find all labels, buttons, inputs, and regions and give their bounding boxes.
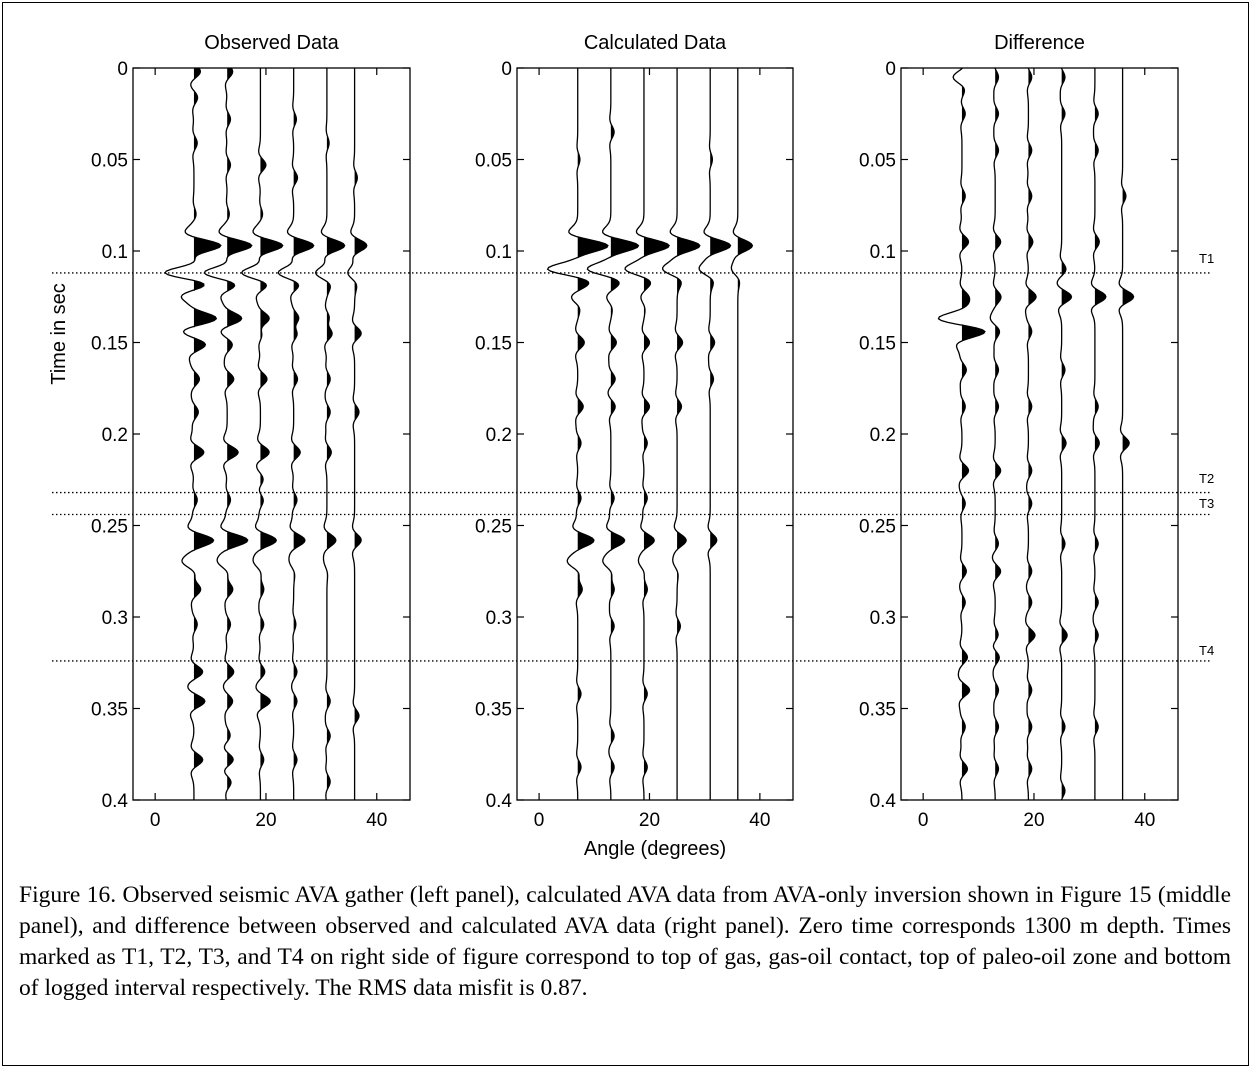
axes-box [900, 67, 1179, 801]
y-tick-label: 0.3 [486, 608, 512, 629]
y-tick-label: 0.2 [870, 425, 896, 446]
trace-fill [710, 68, 731, 800]
y-axis-label: Time in sec [48, 283, 70, 385]
y-tick-label: 0.15 [859, 334, 896, 355]
y-tick-label: 0.05 [91, 151, 128, 172]
trace-fill [737, 68, 753, 800]
trace-line [586, 68, 640, 801]
y-tick-label: 0.15 [475, 334, 512, 355]
trace-line [347, 68, 368, 800]
trace-line [1118, 68, 1135, 800]
trace-fill [293, 68, 314, 800]
panel-1: Observed Data 0 0.05 0.1 0.15 0.2 0.25 0.3 0.35 0… [91, 32, 411, 831]
figure-caption: Figure 16. Observed seismic AVA gather (… [19, 882, 1231, 1001]
panel-3: Difference 0 0.05 0.1 0.15 0.2 0.25 0.3 0.35 0.4 0… [859, 32, 1179, 831]
y-tick-label: 0.25 [859, 517, 896, 538]
x-tick-label: 0 [534, 810, 545, 831]
y-tick-label: 0 [885, 59, 896, 80]
trace-fill [1094, 68, 1106, 800]
x-tick-label: 40 [366, 810, 387, 831]
y-tick-label: 0 [501, 59, 512, 80]
trace-fill [995, 68, 1001, 800]
trace-line [661, 68, 701, 800]
y-tick-label: 0.25 [91, 517, 128, 538]
y-tick-label: 0.2 [486, 425, 512, 446]
panel-title: Calculated Data [584, 32, 727, 54]
x-tick-label: 0 [150, 810, 161, 831]
x-tick-label: 0 [918, 810, 929, 831]
y-tick-label: 0.15 [91, 334, 128, 355]
trace-fill [1028, 68, 1037, 800]
y-tick-label: 0.35 [91, 700, 128, 721]
x-tick-label: 20 [1023, 810, 1044, 831]
trace-line [314, 68, 346, 801]
trace-line [1056, 67, 1073, 801]
trace-line [1090, 68, 1107, 800]
x-tick-label: 20 [255, 810, 276, 831]
trace-fill [354, 68, 367, 800]
trace-fill [610, 68, 639, 800]
y-tick-label: 0.4 [486, 791, 513, 812]
trace-line [203, 67, 253, 801]
y-tick-label: 0.35 [859, 700, 896, 721]
trace-fill [1122, 68, 1134, 800]
trace-fill [227, 68, 252, 800]
x-tick-label: 40 [1134, 810, 1155, 831]
trace-line [730, 68, 754, 800]
marker-label-t2: T2 [1199, 471, 1214, 486]
y-tick-label: 0 [117, 59, 128, 80]
x-tick-label: 40 [749, 810, 770, 831]
trace-line [937, 67, 986, 801]
marker-label-t1: T1 [1199, 251, 1214, 266]
y-tick-label: 0.3 [870, 608, 896, 629]
y-tick-label: 0.4 [870, 791, 897, 812]
y-tick-label: 0.25 [475, 517, 512, 538]
y-tick-label: 0.35 [475, 700, 512, 721]
panel-title: Difference [994, 32, 1085, 54]
x-tick-label: 20 [639, 810, 660, 831]
y-tick-label: 0.3 [102, 608, 128, 629]
trace-fill [577, 68, 608, 800]
trace-fill [643, 68, 670, 800]
trace-line [164, 67, 222, 800]
trace-line [624, 68, 670, 801]
y-tick-label: 0.1 [486, 242, 512, 263]
marker-label-t3: T3 [1199, 496, 1214, 511]
y-tick-label: 0.1 [102, 242, 128, 263]
x-axis-label: Angle (degrees) [584, 838, 726, 860]
panel-title: Observed Data [204, 32, 339, 54]
trace-fill [961, 68, 985, 800]
y-tick-label: 0.4 [102, 791, 129, 812]
trace-line [277, 68, 315, 800]
trace-line [241, 68, 284, 800]
marker-label-t4: T4 [1199, 643, 1214, 658]
trace-line [546, 68, 609, 801]
trace-line [1024, 67, 1037, 801]
axes-box [132, 67, 411, 801]
trace-line [989, 67, 1002, 801]
panel-2: Calculated Data 0 0.05 0.1 0.15 0.2 0.25 0.3 0.3… [475, 32, 794, 831]
y-tick-label: 0.05 [475, 151, 512, 172]
ava-figure: Observed Data 0 0.05 0.1 0.15 0.2 0.25 0.3 0.35 0… [48, 32, 1214, 860]
trace-fill [677, 68, 700, 800]
y-tick-label: 0.1 [870, 242, 896, 263]
trace-fill [260, 68, 283, 800]
axes-box [516, 67, 794, 801]
trace-fill [326, 68, 345, 800]
trace-fill [193, 68, 221, 800]
y-tick-label: 0.05 [859, 151, 896, 172]
trace-line [698, 68, 732, 800]
trace-fill [1061, 68, 1072, 800]
y-tick-label: 0.2 [102, 425, 128, 446]
